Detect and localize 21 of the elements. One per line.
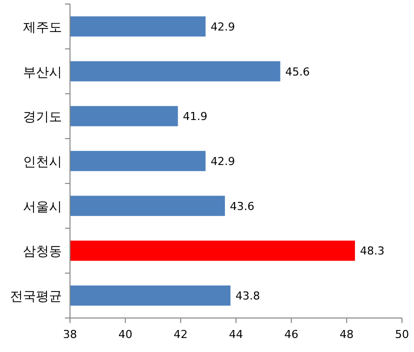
data-label: 43.8 <box>235 290 260 303</box>
x-tick-label: 46 <box>284 328 298 341</box>
y-tick-label: 삼청동 <box>23 244 62 260</box>
x-tick-label: 44 <box>229 328 243 341</box>
y-tick-label: 전국평균 <box>10 290 62 305</box>
x-tick-label: 50 <box>395 328 409 341</box>
x-tick-label: 38 <box>63 328 77 341</box>
data-label: 45.6 <box>285 65 310 78</box>
y-tick-label: 경기도 <box>23 110 62 126</box>
x-tick-label: 40 <box>118 328 132 341</box>
y-tick-label: 서울시 <box>23 200 62 215</box>
y-tick-label: 인천시 <box>23 155 62 170</box>
data-label: 48.3 <box>360 244 384 258</box>
data-label: 42.9 <box>210 155 236 168</box>
y-tick-label: 부산시 <box>23 65 62 80</box>
y-tick-label: 제주도 <box>23 20 62 36</box>
x-tick-label: 42 <box>174 328 188 341</box>
x-tick-label: 48 <box>340 328 354 341</box>
data-label: 42.9 <box>210 20 236 34</box>
data-label: 41.9 <box>182 110 208 124</box>
data-label: 43.6 <box>230 200 254 213</box>
